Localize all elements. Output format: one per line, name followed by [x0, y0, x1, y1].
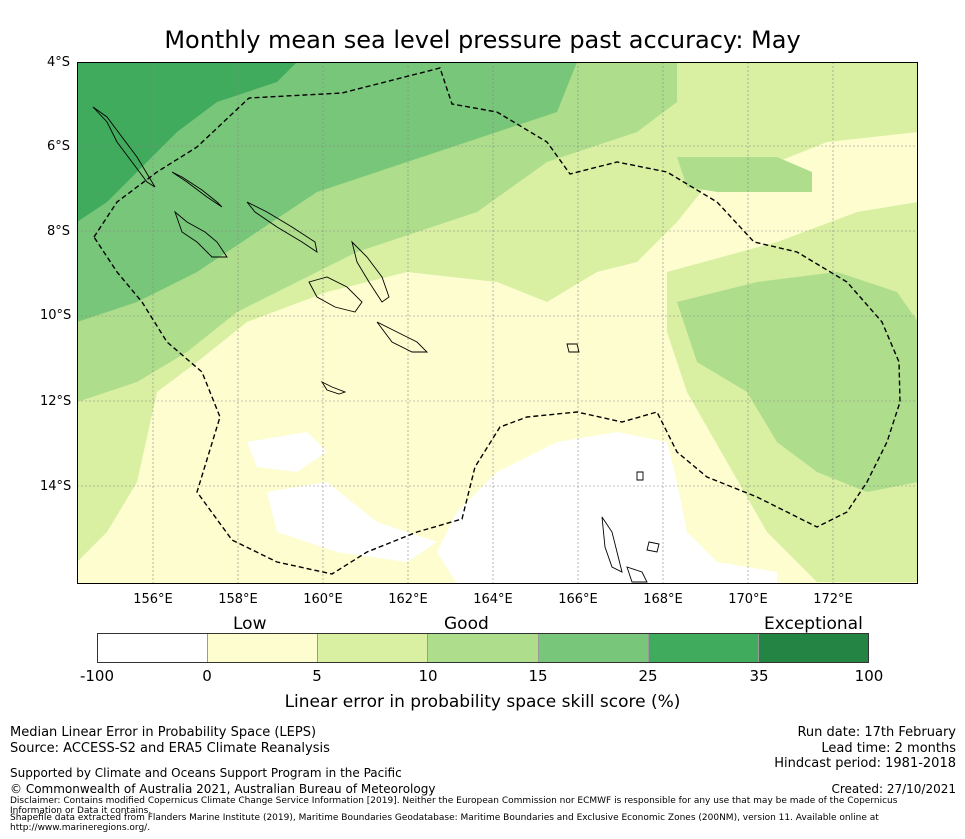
colorbar-tick: 5	[312, 667, 322, 685]
colorbar-category-exceptional: Exceptional	[764, 614, 863, 634]
footer-copyright: © Commonwealth of Australia 2021, Austra…	[10, 782, 436, 796]
malaita-island	[351, 240, 390, 303]
run-date: Run date: 17th February	[797, 725, 956, 740]
colorbar-segment	[758, 634, 868, 662]
x-tick-label: 162°E	[388, 592, 428, 607]
region-5-10-southwest	[77, 392, 157, 562]
colorbar-category-low: Low	[233, 614, 267, 634]
region-negative-sw	[247, 432, 327, 472]
region-15-25	[77, 62, 577, 322]
hindcast-period: Hindcast period: 1981-2018	[774, 756, 956, 771]
y-tick-label: 14°S	[40, 479, 72, 494]
colorbar-tick: 15	[528, 667, 548, 685]
created-date: Created: 27/10/2021	[831, 782, 956, 796]
santa-isabel-island	[246, 201, 318, 253]
colorbar-tick: 35	[749, 667, 769, 685]
colorbar-tick: -100	[79, 667, 115, 685]
y-tick-label: 12°S	[40, 394, 72, 409]
x-tick-label: 164°E	[473, 592, 513, 607]
islands	[92, 106, 660, 583]
colorbar-segment	[98, 634, 209, 662]
footer-supported: Supported by Climate and Oceans Support …	[10, 766, 402, 780]
footer-method: Median Linear Error in Probability Space…	[10, 725, 317, 740]
guadalcanal-island	[308, 276, 363, 313]
colorbar-label: Linear error in probability space skill …	[284, 692, 681, 712]
disclaimer: Disclaimer: Contains modified Copernicus…	[10, 796, 898, 816]
skill-regions	[77, 62, 918, 584]
region-negative-south	[437, 432, 777, 584]
map-frame	[77, 62, 918, 584]
y-tick-label: 8°S	[46, 224, 70, 239]
colorbar-segment	[208, 634, 319, 662]
shapefile-credit: Shapefile data extracted from Flanders M…	[10, 813, 879, 833]
region-25-35	[77, 62, 297, 222]
new-georgia-islands	[174, 210, 228, 258]
colorbar-segment	[538, 634, 649, 662]
chart-title: Monthly mean sea level pressure past acc…	[164, 26, 801, 54]
x-tick-label: 172°E	[813, 592, 853, 607]
footer-source: Source: ACCESS-S2 and ERA5 Climate Reana…	[10, 741, 330, 756]
y-tick-label: 10°S	[40, 308, 72, 323]
colorbar-tick: 25	[638, 667, 658, 685]
colorbar-segment	[428, 634, 539, 662]
region-10-15-ne	[677, 157, 812, 192]
colorbar	[97, 633, 869, 663]
region-10-15-east	[677, 272, 918, 492]
y-tick-label: 6°S	[46, 139, 70, 154]
rennell-island	[320, 380, 347, 395]
choiseul-island	[171, 171, 223, 208]
colorbar-segment	[318, 634, 429, 662]
x-tick-label: 166°E	[558, 592, 598, 607]
x-tick-label: 168°E	[643, 592, 683, 607]
y-tick-label: 4°S	[46, 55, 70, 70]
vanuatu-central	[646, 541, 660, 553]
colorbar-category-good: Good	[444, 614, 489, 634]
x-tick-label: 160°E	[303, 592, 343, 607]
torres-islands	[636, 471, 644, 481]
vanuatu-south	[626, 566, 648, 583]
santa-cruz-islands	[566, 343, 580, 353]
region-negative-s2	[267, 482, 437, 562]
gridlines	[77, 62, 918, 584]
x-tick-label: 156°E	[133, 592, 173, 607]
colorbar-tick: 0	[202, 667, 212, 685]
map-canvas	[77, 62, 918, 584]
bougainville-island	[92, 106, 156, 188]
colorbar-tick: 10	[418, 667, 438, 685]
x-tick-label: 170°E	[728, 592, 768, 607]
colorbar-segment	[648, 634, 759, 662]
skill-map	[77, 62, 918, 584]
colorbar-tick: 100	[854, 667, 884, 685]
eez-boundary	[93, 67, 901, 575]
makira-island	[376, 321, 429, 353]
lead-time: Lead time: 2 months	[821, 741, 956, 756]
x-tick-label: 158°E	[218, 592, 258, 607]
vanuatu-north	[601, 516, 623, 573]
